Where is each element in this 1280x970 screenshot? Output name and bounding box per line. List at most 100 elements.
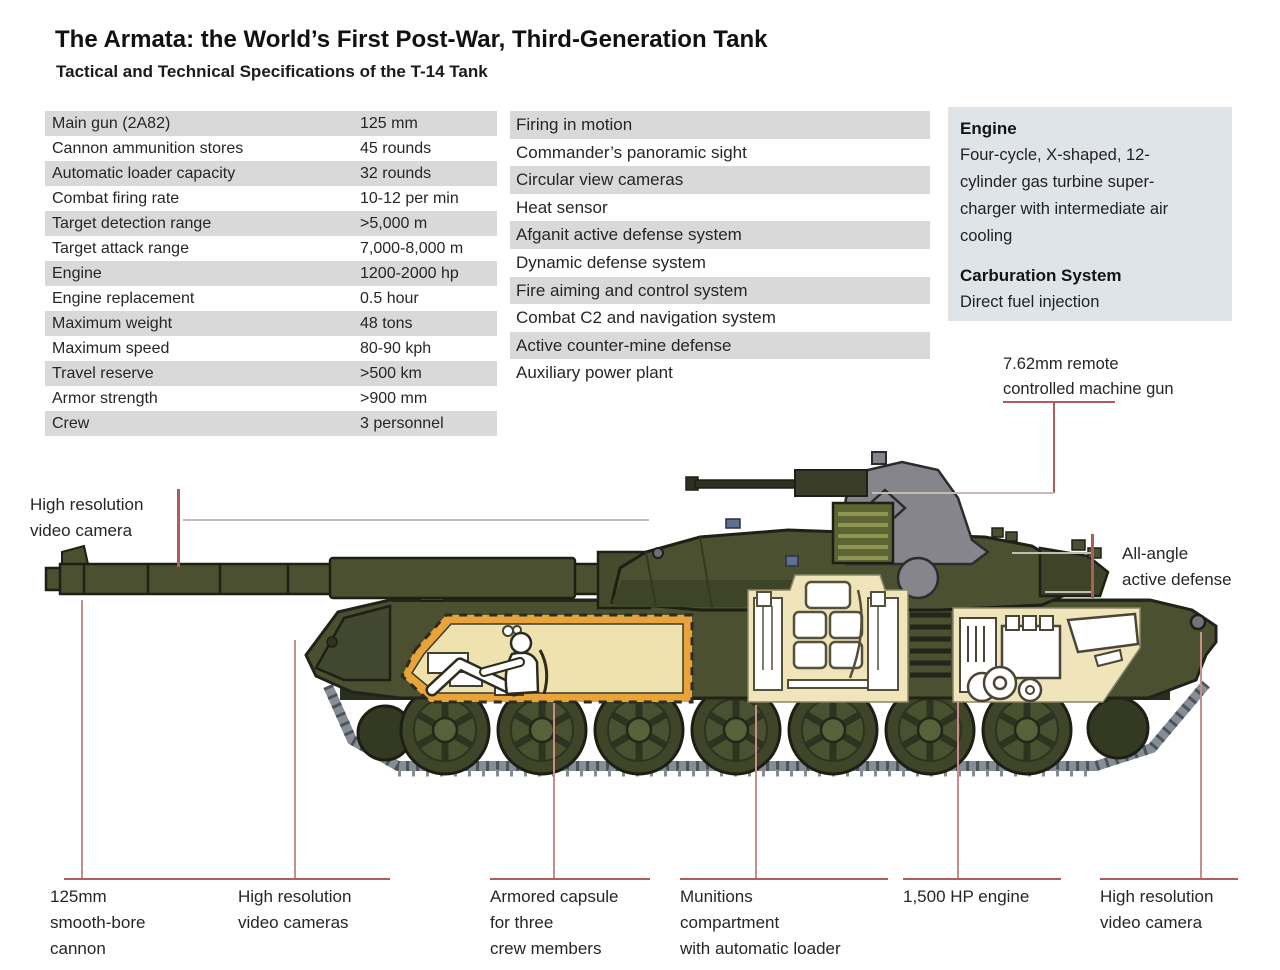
callout-overline bbox=[490, 878, 650, 880]
engine-panel: Engine Four-cycle, X-shaped, 12- cylinde… bbox=[948, 107, 1232, 321]
table-row: Combat firing rate 10-12 per min bbox=[45, 186, 497, 211]
list-item: Commander’s panoramic sight bbox=[516, 142, 747, 162]
spec-label: Automatic loader capacity bbox=[52, 165, 236, 182]
callout-all-angle-defense: All-angle active defense bbox=[1122, 541, 1232, 593]
callout-line: video camera bbox=[1100, 913, 1203, 932]
spec-label: Combat firing rate bbox=[52, 190, 180, 207]
machine-gun-barrel bbox=[694, 479, 798, 489]
spec-value: 0.5 hour bbox=[360, 290, 419, 307]
table-row: Travel reserve >500 km bbox=[45, 361, 497, 386]
munitions-compartment-cutaway bbox=[747, 574, 909, 703]
callout-line: video cameras bbox=[238, 913, 349, 932]
engine-compartment-cutaway bbox=[952, 607, 1141, 703]
list-item: Firing in motion bbox=[510, 111, 930, 139]
carburation-heading: Carburation System bbox=[960, 266, 1122, 285]
callout-leader-line bbox=[957, 702, 959, 878]
spec-value: 10-12 per min bbox=[360, 190, 459, 207]
rear-sprocket-wheel bbox=[1086, 696, 1150, 760]
engine-description-line: charger with intermediate air bbox=[960, 200, 1169, 218]
spec-value: 125 mm bbox=[360, 115, 418, 132]
table-row: Engine 1200-2000 hp bbox=[45, 261, 497, 286]
engine-deck-louvers bbox=[910, 612, 951, 678]
callout-line: video camera bbox=[30, 521, 133, 540]
callout-cannon: 125mm smooth-bore cannon bbox=[50, 884, 145, 962]
table-row: Crew 3 personnel bbox=[45, 411, 497, 436]
machine-gun-body bbox=[794, 469, 868, 497]
list-item: Circular view cameras bbox=[510, 166, 930, 194]
barrel-sleeve bbox=[328, 556, 577, 600]
spec-label: Maximum weight bbox=[52, 315, 173, 332]
list-item: Combat C2 and navigation system bbox=[516, 308, 776, 328]
spec-table: Main gun (2A82) 125 mm Cannon ammunition … bbox=[45, 111, 497, 436]
callout-leader-line bbox=[1091, 534, 1094, 598]
callout-line: Munitions bbox=[680, 887, 753, 906]
spec-value: 32 rounds bbox=[360, 165, 432, 182]
callout-line: active defense bbox=[1122, 570, 1232, 589]
front-video-camera-dot bbox=[326, 636, 338, 648]
callout-machine-gun: 7.62mm remote controlled machine gun bbox=[1003, 352, 1174, 402]
callout-munitions: Munitions compartment with automatic loa… bbox=[680, 884, 841, 962]
callout-line: cannon bbox=[50, 939, 106, 958]
list-item: Active counter-mine defense bbox=[510, 331, 930, 360]
callout-video-cameras-front: High resolution video cameras bbox=[238, 884, 351, 936]
spec-label: Crew bbox=[52, 415, 90, 432]
callout-overline bbox=[680, 878, 888, 880]
main-gun-barrel bbox=[44, 544, 662, 600]
callout-pointer-line bbox=[872, 492, 1054, 494]
callout-line: 1,500 HP engine bbox=[903, 887, 1030, 906]
callout-engine-hp: 1,500 HP engine bbox=[903, 884, 1029, 910]
callout-line: crew members bbox=[490, 939, 602, 958]
callout-video-camera-top: High resolution video camera bbox=[30, 492, 143, 544]
callout-line: 7.62mm remote bbox=[1003, 355, 1119, 373]
spec-value: 45 rounds bbox=[360, 140, 432, 157]
rear-video-camera-dot bbox=[1189, 613, 1207, 631]
spec-label: Target attack range bbox=[52, 240, 189, 257]
callout-leader-line bbox=[294, 640, 296, 878]
callout-line: smooth-bore bbox=[50, 913, 146, 932]
gunner-sight bbox=[785, 555, 799, 567]
page-title: The Armata: the World’s First Post-War, … bbox=[55, 26, 768, 53]
callout-line: 125mm bbox=[50, 887, 107, 906]
spec-value: 7,000-8,000 m bbox=[360, 240, 464, 257]
engine-description-line: cylinder gas turbine super- bbox=[960, 173, 1155, 191]
spec-label: Main gun (2A82) bbox=[52, 115, 171, 132]
tank-illustration bbox=[44, 451, 1218, 870]
engine-description-line: Four-cycle, X-shaped, 12- bbox=[960, 146, 1150, 164]
callout-line: with automatic loader bbox=[680, 939, 841, 958]
callout-leader-line bbox=[553, 703, 555, 878]
defense-launcher bbox=[1005, 531, 1018, 542]
turret-video-camera-dot bbox=[652, 547, 664, 559]
spec-value: >500 km bbox=[360, 365, 422, 382]
callout-overline bbox=[903, 878, 1061, 880]
table-row: Engine replacement 0.5 hour bbox=[45, 286, 497, 311]
air-intake bbox=[1066, 612, 1140, 654]
callout-overline bbox=[238, 878, 390, 880]
spec-label: Cannon ammunition stores bbox=[52, 140, 244, 157]
callout-line: High resolution bbox=[1100, 887, 1214, 906]
spec-label: Engine bbox=[52, 265, 102, 282]
spec-value: >900 mm bbox=[360, 390, 428, 407]
callout-line: Armored capsule bbox=[490, 887, 619, 906]
crew-member-figure bbox=[425, 631, 549, 697]
list-item: Afganit active defense system bbox=[510, 221, 930, 249]
remote-weapon-station bbox=[685, 451, 991, 600]
spec-value: 48 tons bbox=[360, 315, 413, 332]
list-item: Auxiliary power plant bbox=[516, 363, 673, 383]
callout-underline bbox=[1003, 401, 1115, 403]
table-row: Maximum weight 48 tons bbox=[45, 311, 497, 336]
callout-leader-line bbox=[1200, 632, 1202, 878]
spec-value: 80-90 kph bbox=[360, 340, 432, 357]
engine-description: Four-cycle, X-shaped, 12- cylinder gas t… bbox=[960, 142, 1220, 250]
callout-video-camera-rear: High resolution video camera bbox=[1100, 884, 1213, 936]
callout-line: compartment bbox=[680, 913, 780, 932]
glacis-plate bbox=[314, 604, 392, 682]
table-row: Armor strength >900 mm bbox=[45, 386, 497, 411]
callout-line: controlled machine gun bbox=[1003, 380, 1174, 398]
spec-value: >5,000 m bbox=[360, 215, 428, 232]
periscope-sight bbox=[725, 518, 741, 529]
list-item: Fire aiming and control system bbox=[510, 276, 930, 305]
table-row: Main gun (2A82) 125 mm bbox=[45, 111, 497, 136]
list-item: Heat sensor bbox=[516, 197, 608, 217]
callout-line: High resolution bbox=[238, 887, 352, 906]
